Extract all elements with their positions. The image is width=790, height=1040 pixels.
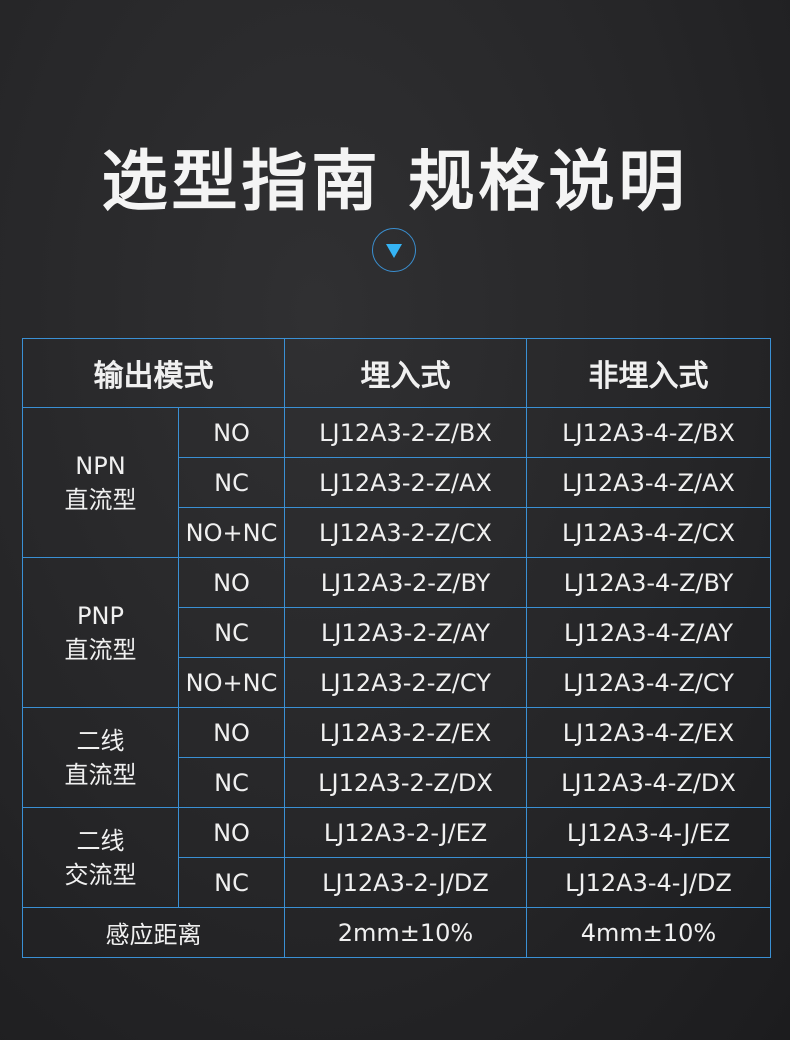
table-row: PNP 直流型 NO LJ12A3-2-Z/BY LJ12A3-4-Z/BY: [22, 557, 771, 708]
mode-cell: NC: [178, 757, 285, 808]
group-type: 直流型: [64, 635, 137, 664]
nonflush-model-cell: LJ12A3-4-Z/BX: [526, 407, 771, 458]
mode-cell: NO+NC: [178, 657, 285, 708]
flush-model-cell: LJ12A3-2-Z/CX: [284, 507, 527, 558]
nonflush-model-cell: LJ12A3-4-Z/AX: [526, 457, 771, 508]
spec-table: 输出模式 埋入式 非埋入式 NPN 直流型 NO LJ12A3-2-Z/BX LJ12A3-4…: [22, 338, 771, 958]
flush-model-cell: LJ12A3-2-Z/BX: [284, 407, 527, 458]
header-flush: 埋入式: [284, 338, 527, 408]
table-row: NC LJ12A3-2-Z/AX LJ12A3-4-Z/AX: [23, 457, 771, 508]
footer-row: 感应距离 2mm±10% 4mm±10%: [22, 907, 771, 958]
header-output-mode: 输出模式: [22, 338, 285, 408]
group-name: 二线: [76, 826, 125, 855]
mode-cell: NO+NC: [178, 507, 285, 558]
group-label: PNP 直流型: [22, 557, 179, 708]
table-row: NC LJ12A3-2-Z/AY LJ12A3-4-Z/AY: [23, 607, 771, 658]
table-row: NO+NC LJ12A3-2-Z/CY LJ12A3-4-Z/CY: [23, 657, 771, 708]
flush-model-cell: LJ12A3-2-Z/EX: [284, 707, 527, 758]
group-type: 直流型: [64, 485, 137, 514]
group-type: 直流型: [64, 760, 137, 789]
mode-cell: NC: [178, 457, 285, 508]
group-type: 交流型: [64, 860, 137, 889]
page-title: 选型指南 规格说明: [101, 143, 689, 220]
flush-model-cell: LJ12A3-2-Z/CY: [284, 657, 527, 708]
mode-cell: NO: [178, 807, 285, 858]
flush-model-cell: LJ12A3-2-Z/AY: [284, 607, 527, 658]
mode-cell: NC: [178, 607, 285, 658]
flush-model-cell: LJ12A3-2-J/DZ: [284, 857, 527, 908]
table-row: 二线 交流型 NO LJ12A3-2-J/EZ LJ12A3-4-J/EZ: [22, 807, 771, 908]
nonflush-model-cell: LJ12A3-4-Z/CX: [526, 507, 771, 558]
group-name: NPN: [75, 451, 126, 480]
nonflush-model-cell: LJ12A3-4-Z/DX: [526, 757, 771, 808]
flush-model-cell: LJ12A3-2-J/EZ: [284, 807, 527, 858]
group-label: 二线 交流型: [22, 807, 179, 908]
group-name: 二线: [76, 726, 125, 755]
nonflush-model-cell: LJ12A3-4-Z/BY: [526, 557, 771, 608]
mode-cell: NO: [178, 407, 285, 458]
header-row: 输出模式 埋入式 非埋入式: [22, 338, 771, 408]
table-row: NPN 直流型 NO LJ12A3-2-Z/BX LJ12A3-4-Z/BX: [22, 407, 771, 558]
group-label: 二线 直流型: [22, 707, 179, 808]
mode-cell: NO: [178, 557, 285, 608]
flush-model-cell: LJ12A3-2-Z/BY: [284, 557, 527, 608]
nonflush-model-cell: LJ12A3-4-Z/EX: [526, 707, 771, 758]
mode-cell: NC: [178, 857, 285, 908]
table-row: 二线 直流型 NO LJ12A3-2-Z/EX LJ12A3-4-Z/EX: [22, 707, 771, 808]
down-triangle-icon: [372, 228, 416, 272]
nonflush-distance: 4mm±10%: [526, 907, 771, 958]
flush-model-cell: LJ12A3-2-Z/AX: [284, 457, 527, 508]
table-row: NC LJ12A3-2-J/DZ LJ12A3-4-J/DZ: [23, 857, 771, 908]
nonflush-model-cell: LJ12A3-4-Z/CY: [526, 657, 771, 708]
group-label: NPN 直流型: [22, 407, 179, 558]
header-nonflush: 非埋入式: [526, 338, 771, 408]
nonflush-model-cell: LJ12A3-4-Z/AY: [526, 607, 771, 658]
mode-cell: NO: [178, 707, 285, 758]
sensing-distance-label: 感应距离: [22, 907, 285, 958]
nonflush-model-cell: LJ12A3-4-J/DZ: [526, 857, 771, 908]
flush-distance: 2mm±10%: [284, 907, 527, 958]
nonflush-model-cell: LJ12A3-4-J/EZ: [526, 807, 771, 858]
flush-model-cell: LJ12A3-2-Z/DX: [284, 757, 527, 808]
group-name: PNP: [77, 601, 124, 630]
table-row: NC LJ12A3-2-Z/DX LJ12A3-4-Z/DX: [23, 757, 771, 808]
